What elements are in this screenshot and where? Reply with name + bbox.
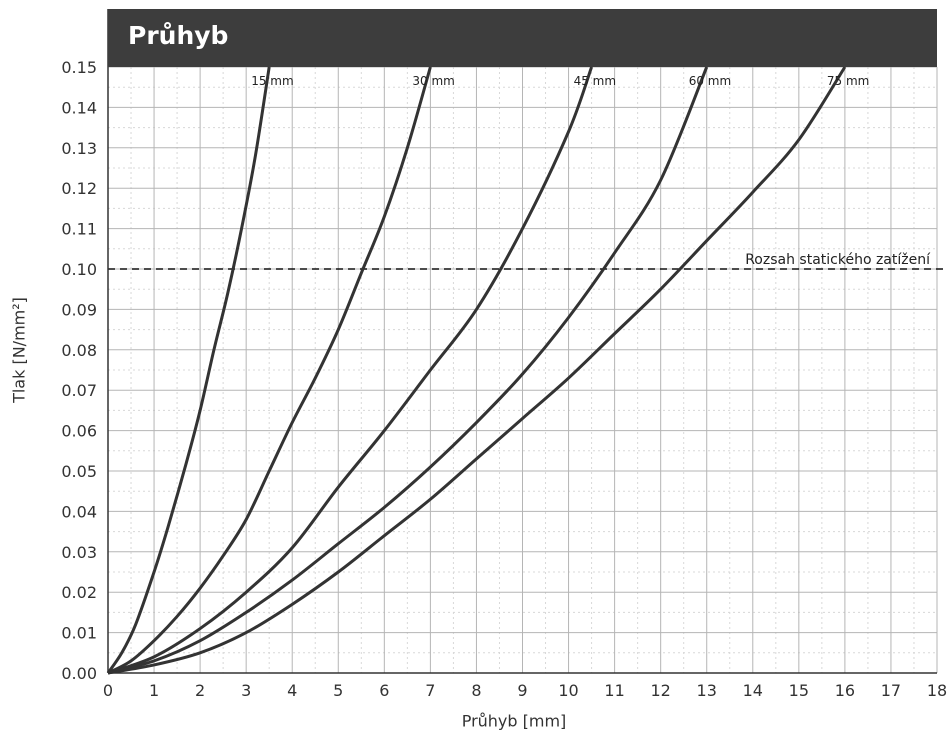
series-label: 30 mm (412, 74, 454, 88)
y-tick-label: 0.00 (61, 664, 97, 683)
y-tick-label: 0.09 (61, 300, 97, 319)
y-tick-label: 0.11 (61, 220, 97, 239)
series-label: 15 mm (251, 74, 293, 88)
series-line-15-mm (106, 66, 271, 674)
x-tick-label: 11 (604, 681, 624, 700)
x-tick-label: 9 (517, 681, 527, 700)
axes (107, 9, 937, 674)
x-tick-label: 10 (558, 681, 578, 700)
series-line-45-mm (107, 66, 593, 675)
y-tick-label: 0.14 (61, 98, 97, 117)
reference-line-group: Rozsah statického zatížení (108, 252, 943, 270)
y-tick-labels: 0.00 0.01 0.02 0.03 0.04 0.05 0.06 0.07 0.08 0.09… (61, 58, 97, 683)
x-axis-title: Průhyb [mm] (461, 711, 567, 731)
chart-title-bar: Průhyb (108, 9, 937, 67)
series-line-60-mm (107, 66, 709, 675)
x-tick-labels: 0 1 2 3 4 5 6 7 8 9 10 11 12 13 14 15 16 17 18 (103, 681, 947, 700)
y-axis-title: Tlak [N/mm²] (9, 297, 29, 403)
y-tick-label: 0.05 (61, 462, 97, 481)
y-tick-label: 0.07 (61, 381, 97, 400)
y-tick-label: 0.04 (61, 502, 97, 521)
series-group (106, 66, 847, 675)
reference-line-label: Rozsah statického zatížení (745, 252, 931, 268)
y-tick-label: 0.06 (61, 422, 97, 441)
major-grid (107, 66, 938, 674)
series-label: 45 mm (574, 74, 616, 88)
x-tick-label: 3 (241, 681, 251, 700)
x-tick-label: 15 (789, 681, 809, 700)
x-tick-label: 17 (881, 681, 901, 700)
series-line-30-mm (107, 66, 432, 675)
y-tick-label: 0.01 (61, 624, 97, 643)
x-tick-label: 13 (697, 681, 717, 700)
series-label: 60 mm (689, 74, 731, 88)
y-tick-label: 0.15 (61, 58, 97, 77)
x-tick-label: 4 (287, 681, 297, 700)
series-label: 75 mm (827, 74, 869, 88)
x-tick-label: 16 (835, 681, 855, 700)
x-tick-label: 2 (195, 681, 205, 700)
x-tick-label: 7 (425, 681, 435, 700)
x-tick-label: 8 (471, 681, 481, 700)
x-tick-label: 5 (333, 681, 343, 700)
series-labels: 15 mm 30 mm 45 mm 60 mm 75 mm (251, 74, 869, 88)
y-tick-label: 0.02 (61, 583, 97, 602)
y-tick-label: 0.03 (61, 543, 97, 562)
x-tick-label: 14 (743, 681, 763, 700)
x-tick-label: 18 (927, 681, 947, 700)
y-tick-label: 0.12 (61, 179, 97, 198)
x-tick-label: 0 (103, 681, 113, 700)
y-tick-label: 0.13 (61, 139, 97, 158)
y-tick-label: 0.10 (61, 260, 97, 279)
x-tick-label: 12 (650, 681, 670, 700)
x-tick-label: 6 (379, 681, 389, 700)
y-tick-label: 0.08 (61, 341, 97, 360)
series-line-75-mm (107, 66, 847, 675)
x-tick-label: 1 (149, 681, 159, 700)
chart-title: Průhyb (128, 21, 229, 50)
